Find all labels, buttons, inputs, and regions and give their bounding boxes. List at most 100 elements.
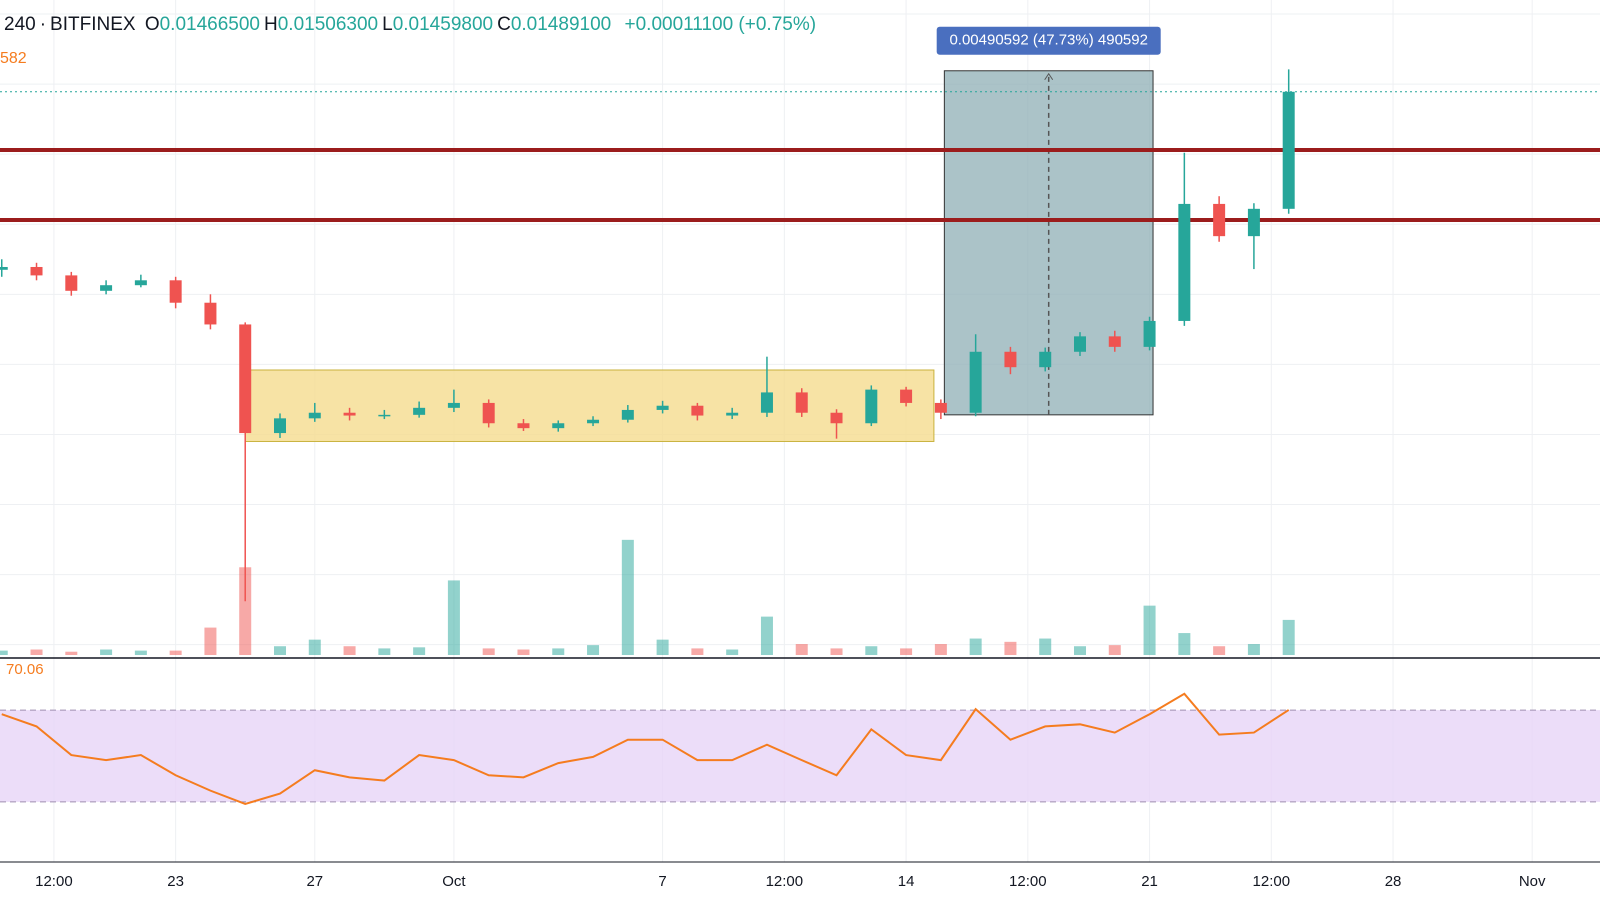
volume-bar (621, 539, 634, 655)
candle-body (656, 405, 669, 410)
exchange: BITFINEX (50, 14, 136, 35)
legend-header: 240 · BITFINEX O0.01466500 H0.01506300 L0.01… (4, 14, 820, 36)
x-tick-label: Nov (1519, 873, 1546, 890)
volume-bar (378, 648, 391, 655)
measure-label: 0.00490592 (47.73%) 490592 (949, 32, 1148, 49)
volume-bar (760, 616, 773, 655)
x-tick-label: 21 (1141, 873, 1158, 890)
volume-bar (308, 639, 321, 655)
x-tick-label: 12:00 (1253, 873, 1291, 890)
volume-bar (30, 649, 43, 655)
volume-bar (1178, 633, 1191, 655)
volume-bar (1039, 638, 1052, 655)
candle-body (934, 402, 947, 413)
volume-bar (726, 649, 739, 655)
candle-body (1004, 351, 1017, 368)
measure-label-bg (936, 26, 1161, 55)
candle-body (308, 412, 321, 419)
candle-body (900, 389, 913, 403)
candle-body (760, 392, 773, 413)
candle-body (413, 407, 426, 415)
volume-bar (1247, 644, 1260, 655)
volume-bar (1213, 646, 1226, 655)
candle-body (447, 402, 460, 408)
volume-bar (656, 639, 669, 655)
volume-bar (274, 646, 286, 655)
candle-body (100, 285, 113, 291)
ohlc-key: C (497, 14, 511, 35)
candle-body (0, 266, 8, 270)
candle-body (1108, 336, 1121, 347)
candle-body (169, 280, 182, 303)
volume-bar (934, 644, 947, 655)
volume-bar (169, 650, 182, 655)
ohlc-value: 0.01466500 (159, 14, 260, 35)
volume-bar (1143, 605, 1156, 655)
candle-body (969, 351, 982, 413)
rsi-line (1, 692, 1290, 805)
volume-bar (691, 648, 704, 655)
volume-bar (587, 645, 600, 655)
volume-bar (1004, 641, 1017, 655)
candle-body (830, 412, 843, 424)
x-tick-label: Oct (442, 873, 466, 890)
candle-body (621, 409, 634, 420)
ohlc-value: 0.01459800 (392, 14, 494, 35)
volume-bar (134, 650, 147, 655)
candle-body (1178, 203, 1191, 321)
candle-body (1213, 203, 1226, 237)
ohlc-key: L (382, 14, 393, 35)
candle-body (204, 302, 217, 325)
x-tick-label: 23 (167, 873, 184, 890)
volume-bar (900, 648, 913, 655)
volume-bar (1108, 645, 1121, 655)
volume-bar (204, 627, 217, 655)
candle-body (1282, 91, 1295, 209)
candle-body (587, 419, 600, 424)
volume-bar (1282, 619, 1295, 655)
volume-bar (0, 650, 8, 655)
candle-body (1143, 320, 1156, 347)
volume-bar (969, 638, 982, 655)
x-tick-label: 27 (306, 873, 323, 890)
volume-bar (865, 646, 878, 655)
ohlc-key: H (264, 14, 278, 35)
candle-body (691, 405, 704, 416)
candle-body (552, 423, 565, 429)
candle-body (482, 402, 495, 424)
candle-body (343, 412, 356, 416)
candle-body (239, 324, 252, 434)
candle-body (517, 423, 530, 429)
measure-arrow-head (1044, 72, 1054, 81)
ohlc-value: 0.01489100 (510, 14, 612, 35)
x-tick-label: 14 (898, 873, 915, 890)
volume-bar (517, 649, 530, 655)
rsi-band (0, 710, 1600, 802)
volume-bar (65, 651, 78, 655)
separator: · (39, 14, 47, 35)
volume-bar (343, 646, 356, 655)
ohlc-value: 0.01506300 (277, 14, 379, 35)
ohlc-key: O (144, 14, 160, 35)
rsi-value: 70.06 (6, 661, 44, 678)
candle-body (65, 275, 78, 291)
x-tick-label: 7 (658, 873, 666, 890)
candle-body (274, 418, 286, 434)
volume-bar (795, 644, 808, 655)
candle-body (795, 392, 808, 413)
volume-bar (413, 647, 426, 655)
x-tick-label: 12:00 (1009, 873, 1047, 890)
volume-bar (1074, 646, 1086, 655)
candle-body (1247, 208, 1260, 237)
volume-bar (830, 648, 843, 655)
volume-bar (100, 649, 113, 655)
x-tick-label: 12:00 (766, 873, 804, 890)
ohlc: O0.01466500 H0.01506300 L0.01459800 C0.0148… (145, 14, 615, 35)
candle-body (865, 389, 878, 424)
candle-body (726, 412, 739, 416)
candle-body (30, 266, 43, 276)
volume-bar (447, 580, 460, 655)
x-tick-label: 28 (1385, 873, 1402, 890)
interval: 240 (4, 14, 36, 35)
